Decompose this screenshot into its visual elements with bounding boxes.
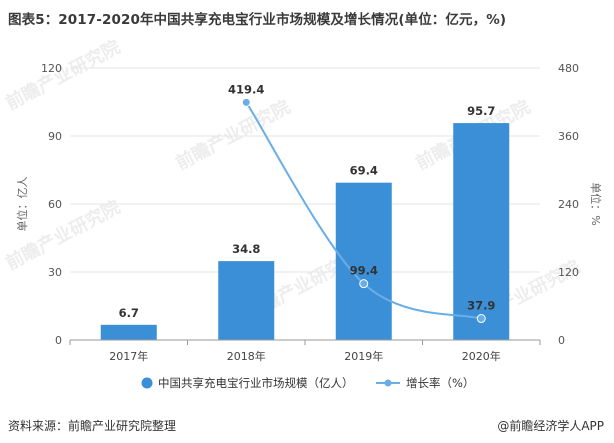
y-tick-label: 120	[41, 62, 62, 75]
legend-line-label: 增长率（%）	[406, 376, 474, 390]
bar	[218, 261, 275, 340]
growth-value-label: 99.4	[350, 264, 378, 278]
chart-title: 图表5：2017-2020年中国共享充电宝行业市场规模及增长情况(单位：亿元，%…	[8, 12, 507, 28]
growth-value-label: 419.4	[228, 82, 264, 96]
brand-credit: @前瞻经济学人APP	[497, 419, 604, 433]
y-tick-label: 60	[48, 198, 62, 211]
legend-line-dot	[384, 379, 392, 387]
growth-value-label: 37.9	[467, 299, 495, 313]
y2-tick-label: 360	[558, 130, 579, 143]
bar	[453, 123, 510, 340]
y2-tick-label: 480	[558, 62, 579, 75]
y-tick-label: 90	[48, 130, 62, 143]
legend: 中国共享充电宝行业市场规模（亿人） 增长率（%）	[141, 376, 474, 390]
y-tick-label: 30	[48, 266, 62, 279]
growth-point	[359, 279, 369, 289]
source-note: 资料来源：前瞻产业研究院整理	[8, 419, 177, 433]
y2-axis-title: 单位：%	[589, 182, 603, 225]
y-axis-title: 单位：亿人	[15, 177, 29, 232]
growth-point	[476, 314, 486, 324]
x-tick-label: 2017年	[109, 349, 148, 363]
axes: 0 30 60 90 120 0 120 240 360 480 2017年 2018年 2019年 20…	[15, 62, 603, 363]
legend-bar-marker	[141, 377, 153, 389]
y2-tick-label: 240	[558, 198, 579, 211]
x-tick-label: 2020年	[462, 349, 501, 363]
bar-value-label: 34.8	[232, 242, 260, 256]
x-tick-label: 2018年	[227, 349, 266, 363]
watermark-text: 前瞻产业研究院	[2, 36, 124, 115]
y2-tick-label: 120	[558, 266, 579, 279]
line-series	[241, 97, 486, 324]
x-tick-label: 2019年	[344, 349, 383, 363]
bar	[100, 324, 157, 340]
y-tick-label: 0	[55, 334, 62, 347]
bar-value-label: 95.7	[467, 104, 495, 118]
y2-tick-label: 0	[558, 334, 565, 347]
growth-point	[241, 97, 251, 107]
data-labels: 6.7 34.8 69.4 95.7 419.4 99.4 37.9	[119, 82, 496, 319]
legend-bar-label: 中国共享充电宝行业市场规模（亿人）	[158, 376, 354, 390]
growth-line	[245, 101, 482, 320]
bar-value-label: 6.7	[119, 306, 139, 320]
watermark-text: 前瞻产业研究院	[172, 96, 294, 175]
bar-value-label: 69.4	[350, 164, 378, 178]
